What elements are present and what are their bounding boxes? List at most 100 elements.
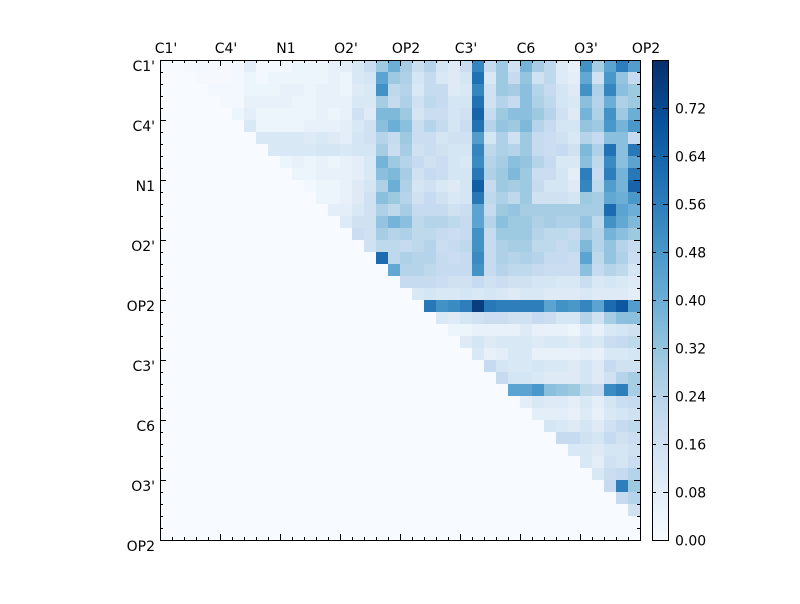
- heatmap-cell: [496, 96, 509, 109]
- heatmap-cell: [508, 360, 521, 373]
- heatmap-cell: [208, 120, 221, 133]
- heatmap-cell: [364, 360, 377, 373]
- heatmap-cell: [340, 96, 353, 109]
- heatmap-cell: [544, 144, 557, 157]
- heatmap-cell: [412, 132, 425, 145]
- heatmap-cell: [160, 456, 173, 469]
- heatmap-cell: [232, 348, 245, 361]
- heatmap-cell: [340, 348, 353, 361]
- heatmap-cell: [160, 156, 173, 169]
- heatmap-cell: [316, 492, 329, 505]
- heatmap-cell: [520, 276, 533, 289]
- heatmap-cell: [328, 384, 341, 397]
- heatmap-cell: [352, 528, 365, 541]
- heatmap-cell: [472, 420, 485, 433]
- heatmap-cell: [196, 408, 209, 421]
- heatmap-cell: [496, 360, 509, 373]
- heatmap-cell: [268, 228, 281, 241]
- heatmap-cell: [244, 60, 257, 73]
- heatmap-cell: [244, 264, 257, 277]
- heatmap-cell: [400, 84, 413, 97]
- heatmap-cell: [520, 348, 533, 361]
- heatmap-cell: [184, 108, 197, 121]
- heatmap-cell: [364, 384, 377, 397]
- heatmap-cell: [604, 192, 617, 205]
- heatmap-cell: [208, 312, 221, 325]
- heatmap-cell: [184, 96, 197, 109]
- heatmap-cell: [616, 252, 629, 265]
- heatmap-cell: [172, 492, 185, 505]
- heatmap-cell: [604, 456, 617, 469]
- heatmap-cell: [628, 408, 641, 421]
- heatmap-cell: [412, 432, 425, 445]
- heatmap-cell: [616, 444, 629, 457]
- heatmap-cell: [196, 300, 209, 313]
- heatmap-cell: [172, 444, 185, 457]
- heatmap-cell: [436, 408, 449, 421]
- heatmap-cell: [424, 228, 437, 241]
- heatmap-cell: [280, 72, 293, 85]
- heatmap-cell: [160, 300, 173, 313]
- heatmap-cell: [220, 96, 233, 109]
- heatmap-cell: [580, 276, 593, 289]
- heatmap-cell: [448, 252, 461, 265]
- heatmap-cell: [460, 108, 473, 121]
- heatmap-cell: [448, 432, 461, 445]
- heatmap-cell: [196, 384, 209, 397]
- heatmap-cell: [160, 108, 173, 121]
- heatmap-cell: [184, 252, 197, 265]
- heatmap-cell: [568, 96, 581, 109]
- heatmap-cell: [592, 504, 605, 517]
- heatmap-cell: [460, 204, 473, 217]
- heatmap-cell: [256, 456, 269, 469]
- heatmap-cell: [268, 252, 281, 265]
- heatmap-cell: [220, 480, 233, 493]
- heatmap-cell: [544, 252, 557, 265]
- heatmap-cell: [184, 84, 197, 97]
- heatmap-cell: [568, 468, 581, 481]
- heatmap-cell: [328, 396, 341, 409]
- heatmap-cell: [364, 204, 377, 217]
- heatmap-cell: [556, 504, 569, 517]
- heatmap-cell: [508, 72, 521, 85]
- heatmap-cell: [376, 336, 389, 349]
- heatmap-cell: [544, 312, 557, 325]
- heatmap-cell: [412, 492, 425, 505]
- heatmap-cell: [292, 276, 305, 289]
- heatmap-cell: [484, 300, 497, 313]
- heatmap-cell: [376, 192, 389, 205]
- heatmap-cell: [520, 132, 533, 145]
- heatmap-cell: [400, 384, 413, 397]
- heatmap-cell: [496, 504, 509, 517]
- heatmap-cell: [340, 456, 353, 469]
- heatmap-cell: [556, 360, 569, 373]
- heatmap-cell: [376, 96, 389, 109]
- heatmap-cell: [256, 408, 269, 421]
- heatmap-cell: [280, 348, 293, 361]
- heatmap-cell: [292, 240, 305, 253]
- heatmap-cell: [376, 216, 389, 229]
- heatmap-cell: [400, 60, 413, 73]
- heatmap-cell: [244, 216, 257, 229]
- heatmap-cell: [220, 444, 233, 457]
- heatmap-cell: [232, 324, 245, 337]
- heatmap-cell: [220, 228, 233, 241]
- heatmap-cell: [304, 528, 317, 541]
- heatmap-cell: [220, 468, 233, 481]
- heatmap-cell: [496, 240, 509, 253]
- heatmap-cell: [532, 252, 545, 265]
- heatmap-cell: [196, 60, 209, 73]
- heatmap-cell: [352, 228, 365, 241]
- heatmap-cell: [412, 384, 425, 397]
- heatmap-cell: [196, 180, 209, 193]
- heatmap-cell: [232, 312, 245, 325]
- heatmap-cell: [220, 168, 233, 181]
- heatmap-cell: [268, 276, 281, 289]
- heatmap-cell: [232, 84, 245, 97]
- heatmap-cell: [400, 528, 413, 541]
- heatmap-cell: [184, 60, 197, 73]
- heatmap-cell: [220, 456, 233, 469]
- heatmap-cell: [196, 312, 209, 325]
- heatmap-cell: [280, 216, 293, 229]
- heatmap-cell: [460, 528, 473, 541]
